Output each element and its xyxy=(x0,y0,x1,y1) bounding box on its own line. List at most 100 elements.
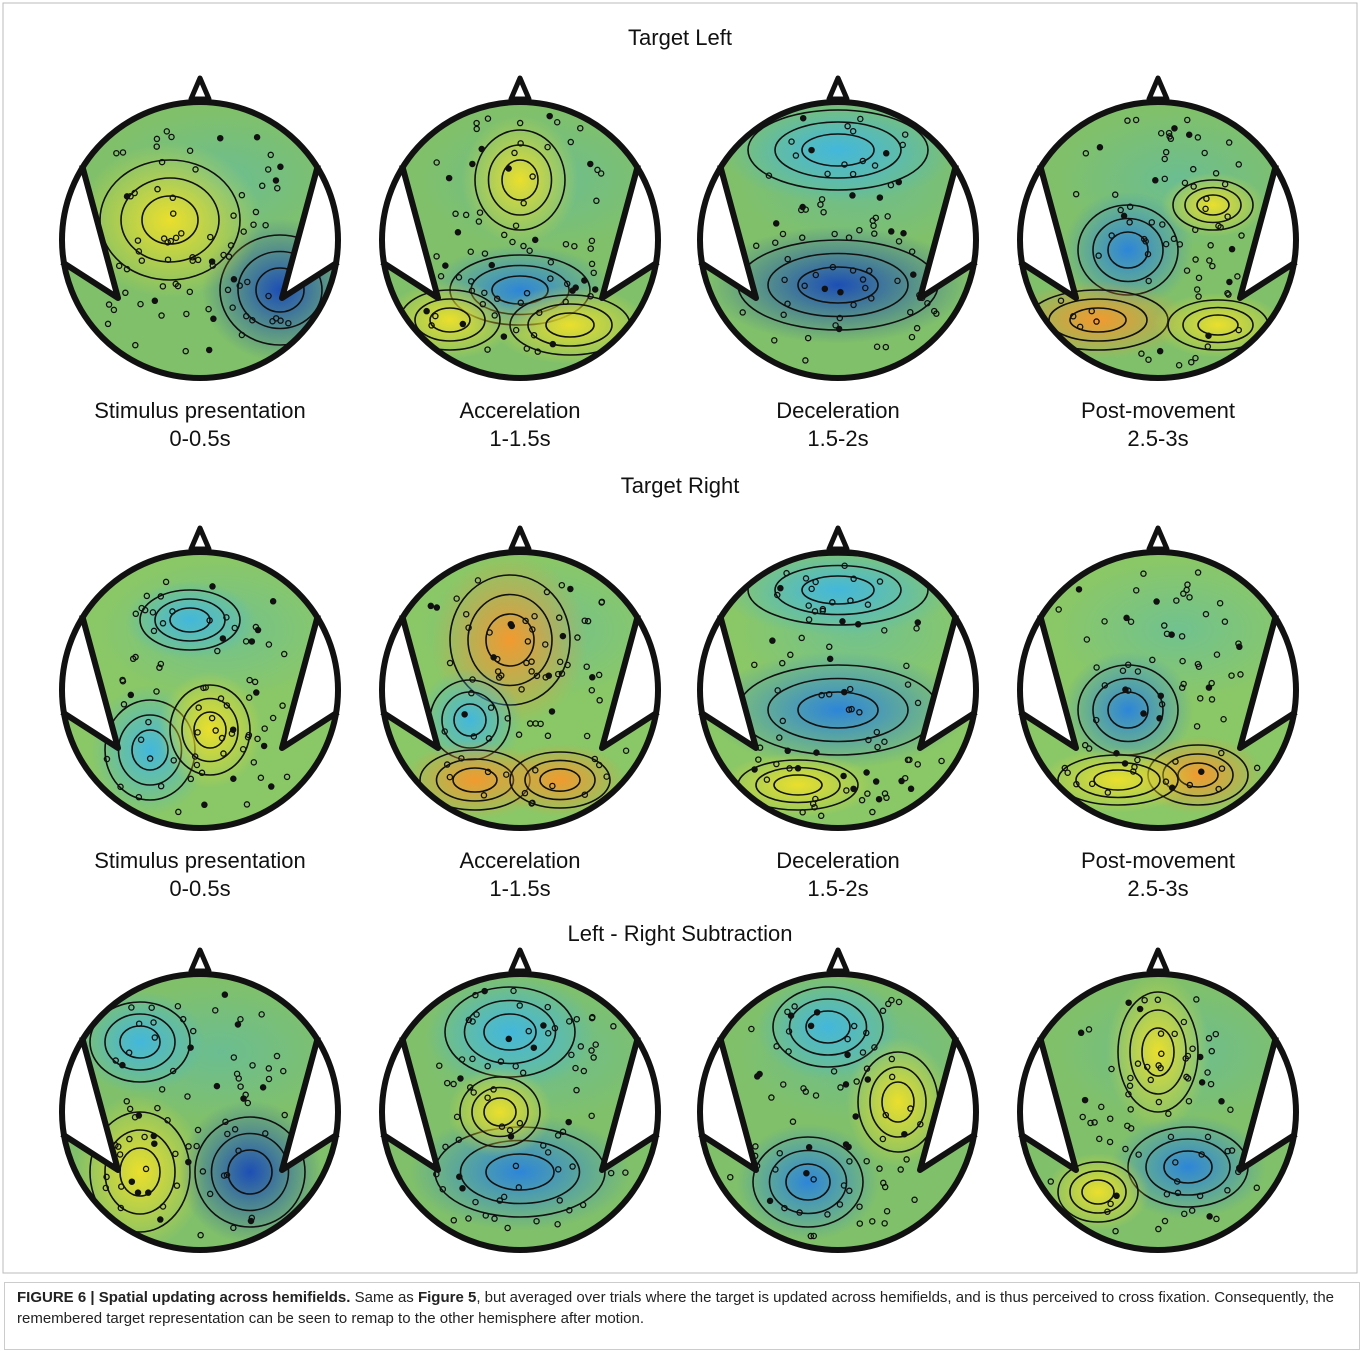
electrode xyxy=(522,617,529,625)
electrode xyxy=(824,170,831,178)
electrode xyxy=(569,1163,576,1170)
electrode xyxy=(1075,586,1083,593)
electrode xyxy=(1218,765,1226,772)
electrode xyxy=(529,626,536,633)
contour xyxy=(1182,306,1254,344)
map-blob xyxy=(736,1123,880,1241)
contour xyxy=(772,986,884,1068)
electrode xyxy=(797,206,805,214)
contour xyxy=(501,159,539,201)
electrode xyxy=(808,146,815,154)
electrode xyxy=(1184,1052,1192,1060)
electrode xyxy=(469,1018,476,1025)
contour xyxy=(797,691,879,729)
electrode xyxy=(437,272,445,280)
nose xyxy=(1146,947,1170,974)
electrode xyxy=(596,697,603,704)
electrode xyxy=(562,240,570,248)
electrode xyxy=(554,670,562,678)
electrode xyxy=(873,728,881,736)
head-outline xyxy=(60,1036,121,1173)
electrode xyxy=(938,757,945,765)
electrode xyxy=(453,1113,461,1121)
contour xyxy=(788,998,868,1056)
electrode xyxy=(820,208,827,216)
electrode xyxy=(1083,636,1091,643)
electrode xyxy=(254,735,261,743)
electrode xyxy=(840,772,847,780)
electrode xyxy=(824,1211,831,1218)
electrode xyxy=(809,800,817,808)
caption-text: Same as xyxy=(350,1289,418,1306)
head-outline xyxy=(380,614,441,751)
electrode xyxy=(158,158,166,166)
electrode xyxy=(799,809,806,816)
electrode xyxy=(157,593,165,600)
electrode xyxy=(442,1143,449,1151)
electrode xyxy=(433,159,440,166)
electrode xyxy=(511,149,518,157)
electrode xyxy=(881,790,889,797)
electrode xyxy=(470,1089,477,1096)
electrode xyxy=(172,234,180,242)
contour xyxy=(768,1149,848,1215)
electrode xyxy=(164,1116,171,1124)
electrode xyxy=(849,170,857,178)
head-outline xyxy=(917,1036,978,1173)
electrode xyxy=(251,678,259,686)
electrode xyxy=(465,1016,473,1024)
electrode xyxy=(863,1065,871,1072)
contour xyxy=(429,307,471,333)
contour xyxy=(459,1076,541,1148)
electrode xyxy=(119,149,127,156)
electrode xyxy=(191,753,199,760)
electrode xyxy=(230,276,238,283)
electrode xyxy=(884,213,891,220)
electrode xyxy=(780,1081,787,1088)
electrode xyxy=(248,638,256,645)
electrode xyxy=(443,1079,451,1087)
map-blob xyxy=(708,651,968,769)
electrode xyxy=(1235,326,1242,334)
electrode xyxy=(240,228,247,235)
electrode xyxy=(455,274,463,281)
electrode xyxy=(175,808,182,816)
electrode xyxy=(603,773,610,780)
electrode xyxy=(1141,996,1148,1004)
electrode xyxy=(1091,1119,1098,1126)
contour xyxy=(210,1132,290,1212)
electrode xyxy=(1155,1225,1162,1233)
electrode xyxy=(1156,715,1163,722)
electrode xyxy=(245,694,253,701)
electrode xyxy=(559,1128,567,1136)
topomap xyxy=(1020,974,1296,1250)
electrode xyxy=(1185,131,1193,138)
electrode xyxy=(230,1054,238,1061)
head-outline xyxy=(60,614,121,751)
head-outline xyxy=(1237,164,1298,301)
electrode xyxy=(469,676,476,683)
electrode xyxy=(129,655,137,663)
electrode xyxy=(189,257,196,264)
ear-cutout xyxy=(282,1037,338,1170)
electrode xyxy=(1253,764,1261,772)
electrode xyxy=(805,1144,813,1151)
electrode xyxy=(837,1084,844,1091)
electrode xyxy=(268,783,275,790)
contour xyxy=(467,593,553,687)
electrode xyxy=(871,230,878,237)
electrode xyxy=(1126,203,1134,210)
electrode xyxy=(259,1084,267,1091)
electrode xyxy=(907,1105,914,1112)
contour xyxy=(1117,991,1199,1113)
electrode xyxy=(1057,297,1065,304)
electrode xyxy=(622,1169,629,1176)
electrode xyxy=(480,792,488,799)
electrode xyxy=(1228,672,1235,679)
ear-cutout xyxy=(1240,615,1296,748)
electrode xyxy=(818,196,826,203)
electrode xyxy=(590,269,597,277)
electrode xyxy=(924,299,931,307)
electrode xyxy=(587,245,594,252)
electrode xyxy=(1205,684,1213,691)
